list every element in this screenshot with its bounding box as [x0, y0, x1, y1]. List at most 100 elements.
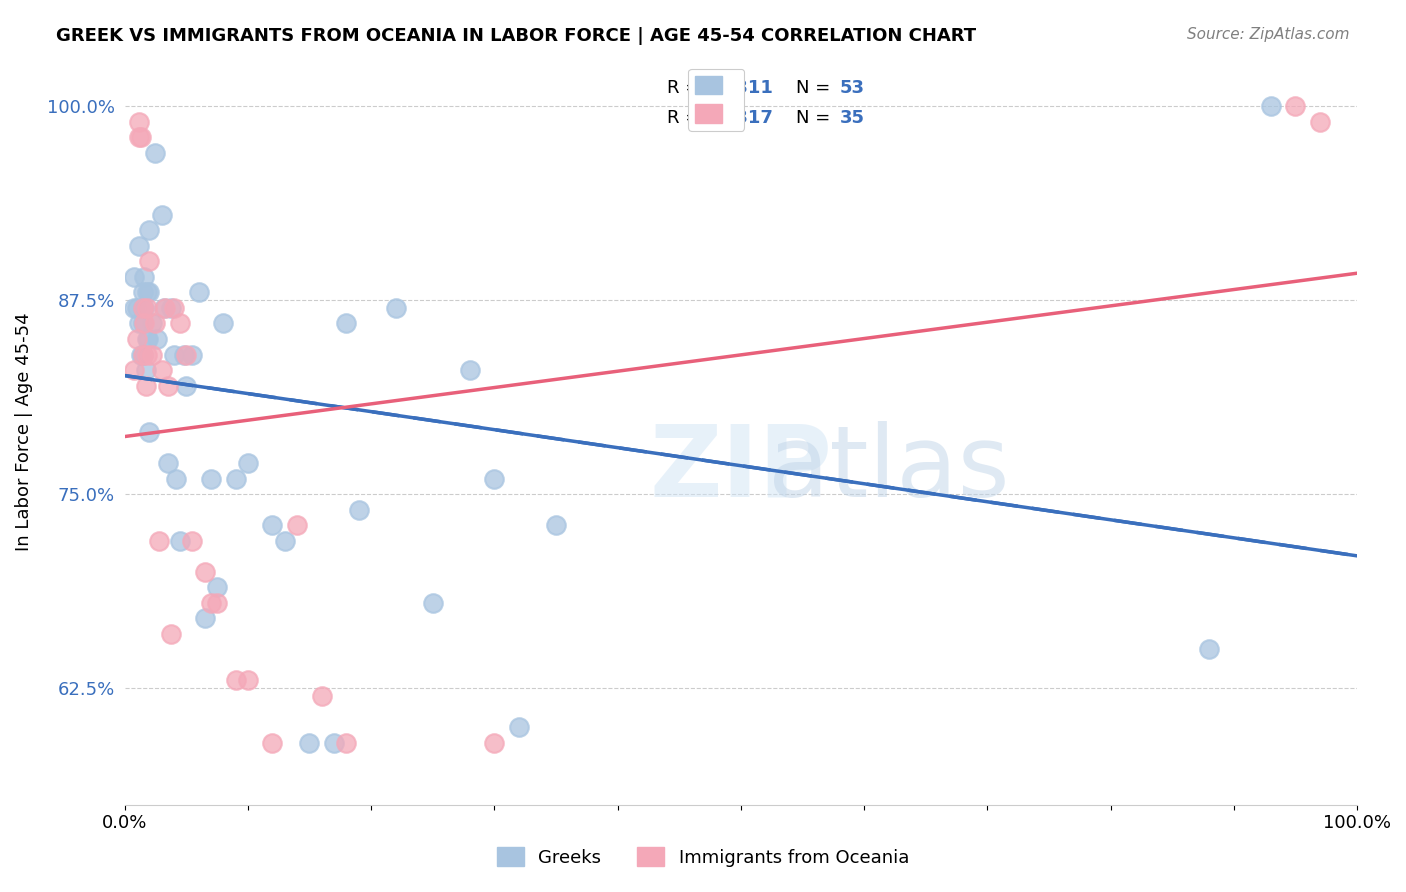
Greeks [132, 317, 155, 331]
Greeks [150, 208, 173, 222]
Immigrants from Oceania [1284, 99, 1306, 113]
Immigrants from Oceania [181, 533, 204, 548]
Greeks [138, 223, 160, 237]
Immigrants from Oceania [134, 317, 156, 331]
Greeks [484, 472, 506, 486]
Greeks [225, 472, 247, 486]
Greeks [145, 145, 167, 160]
Greeks [335, 317, 357, 331]
Immigrants from Oceania [225, 673, 247, 688]
Greeks [134, 301, 156, 315]
Greeks [138, 285, 160, 300]
Text: R =: R = [666, 109, 706, 127]
Y-axis label: In Labor Force | Age 45-54: In Labor Force | Age 45-54 [15, 313, 32, 551]
Greeks [132, 285, 155, 300]
Greeks [132, 301, 155, 315]
Text: Source: ZipAtlas.com: Source: ZipAtlas.com [1187, 27, 1350, 42]
Greeks [141, 317, 163, 331]
Text: N =: N = [796, 79, 837, 97]
Immigrants from Oceania [128, 130, 150, 145]
Greeks [124, 301, 146, 315]
Immigrants from Oceania [138, 254, 160, 268]
Text: 0.317: 0.317 [716, 109, 773, 127]
Greeks [132, 347, 155, 361]
Immigrants from Oceania [141, 347, 163, 361]
Immigrants from Oceania [484, 735, 506, 749]
Immigrants from Oceania [156, 378, 179, 392]
Text: GREEK VS IMMIGRANTS FROM OCEANIA IN LABOR FORCE | AGE 45-54 CORRELATION CHART: GREEK VS IMMIGRANTS FROM OCEANIA IN LABO… [56, 27, 976, 45]
Immigrants from Oceania [129, 130, 152, 145]
Greeks [1198, 642, 1220, 657]
Greeks [458, 363, 481, 377]
Immigrants from Oceania [169, 317, 191, 331]
Immigrants from Oceania [174, 347, 197, 361]
Greeks [347, 502, 370, 516]
Greeks [323, 735, 346, 749]
Greeks [160, 301, 183, 315]
Immigrants from Oceania [200, 596, 222, 610]
Immigrants from Oceania [205, 596, 228, 610]
Immigrants from Oceania [262, 735, 284, 749]
Greeks [124, 269, 146, 284]
Greeks [125, 301, 148, 315]
Immigrants from Oceania [132, 347, 155, 361]
Greeks [136, 332, 159, 346]
Greeks [187, 285, 209, 300]
Text: ZIP: ZIP [650, 421, 832, 518]
Immigrants from Oceania [163, 301, 186, 315]
Text: 0.311: 0.311 [716, 79, 773, 97]
Greeks [135, 332, 157, 346]
Immigrants from Oceania [1309, 114, 1331, 128]
Text: R =: R = [666, 79, 706, 97]
Immigrants from Oceania [148, 533, 170, 548]
Immigrants from Oceania [145, 317, 167, 331]
Greeks [128, 239, 150, 253]
Text: 53: 53 [839, 79, 865, 97]
Greeks [173, 347, 195, 361]
Immigrants from Oceania [124, 363, 146, 377]
Greeks [384, 301, 406, 315]
Text: N =: N = [796, 109, 837, 127]
Greeks [165, 472, 187, 486]
Greeks [508, 720, 530, 734]
Greeks [163, 347, 186, 361]
Greeks [134, 269, 156, 284]
Immigrants from Oceania [135, 378, 157, 392]
Greeks [138, 425, 160, 439]
Immigrants from Oceania [150, 363, 173, 377]
Greeks [174, 378, 197, 392]
Text: atlas: atlas [768, 421, 1010, 518]
Greeks [135, 285, 157, 300]
Legend: Greeks, Immigrants from Oceania: Greeks, Immigrants from Oceania [489, 840, 917, 874]
Greeks [544, 518, 567, 533]
Greeks [128, 317, 150, 331]
Greeks [153, 301, 176, 315]
Greeks [135, 363, 157, 377]
Immigrants from Oceania [285, 518, 308, 533]
Greeks [156, 456, 179, 470]
Greeks [205, 580, 228, 594]
Greeks [145, 332, 167, 346]
Legend: , : , [688, 69, 744, 131]
Greeks [262, 518, 284, 533]
Immigrants from Oceania [155, 301, 177, 315]
Greeks [129, 347, 152, 361]
Greeks [274, 533, 297, 548]
Immigrants from Oceania [128, 114, 150, 128]
Immigrants from Oceania [160, 627, 183, 641]
Text: 35: 35 [839, 109, 865, 127]
Immigrants from Oceania [132, 301, 155, 315]
Immigrants from Oceania [135, 301, 157, 315]
Immigrants from Oceania [125, 332, 148, 346]
Immigrants from Oceania [335, 735, 357, 749]
Greeks [200, 472, 222, 486]
Immigrants from Oceania [135, 347, 157, 361]
Greeks [1260, 99, 1282, 113]
Greeks [236, 456, 259, 470]
Immigrants from Oceania [311, 689, 333, 703]
Immigrants from Oceania [194, 565, 217, 579]
Immigrants from Oceania [236, 673, 259, 688]
Greeks [169, 533, 191, 548]
Greeks [194, 611, 217, 625]
Greeks [212, 317, 235, 331]
